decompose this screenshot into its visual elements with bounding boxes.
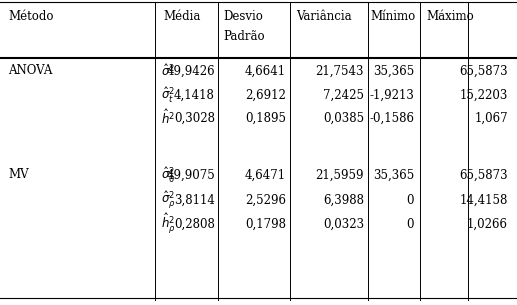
Text: Média: Média	[163, 10, 201, 23]
Text: 49,9426: 49,9426	[166, 64, 215, 77]
Text: 49,9075: 49,9075	[166, 168, 215, 181]
Text: Padrão: Padrão	[223, 30, 265, 43]
Text: 0,3028: 0,3028	[174, 112, 215, 124]
Text: 0,1895: 0,1895	[245, 112, 286, 124]
Text: 0: 0	[406, 217, 414, 231]
Text: 7,2425: 7,2425	[323, 88, 364, 102]
Text: 1,0266: 1,0266	[467, 217, 508, 231]
Text: Mínimo: Mínimo	[370, 10, 415, 23]
Text: 21,7543: 21,7543	[315, 64, 364, 77]
Text: $\hat{h}^2$: $\hat{h}^2$	[161, 109, 175, 127]
Text: -1,9213: -1,9213	[369, 88, 414, 102]
Text: $\hat{\sigma}_0^2$: $\hat{\sigma}_0^2$	[161, 165, 175, 185]
Text: 2,6912: 2,6912	[245, 88, 286, 102]
Text: $\hat{\sigma}_\rho^2$: $\hat{\sigma}_\rho^2$	[161, 189, 176, 211]
Text: Máximo: Máximo	[426, 10, 474, 23]
Text: 65,5873: 65,5873	[460, 64, 508, 77]
Text: 4,6641: 4,6641	[245, 64, 286, 77]
Text: 0: 0	[406, 193, 414, 206]
Text: Método: Método	[8, 10, 53, 23]
Text: $\hat{\sigma}^2$: $\hat{\sigma}^2$	[161, 63, 175, 79]
Text: 4,6471: 4,6471	[245, 168, 286, 181]
Text: ANOVA: ANOVA	[8, 64, 52, 77]
Text: 0,1798: 0,1798	[245, 217, 286, 231]
Text: Variância: Variância	[296, 10, 352, 23]
Text: 21,5959: 21,5959	[315, 168, 364, 181]
Text: 3,8114: 3,8114	[174, 193, 215, 206]
Text: 0,0385: 0,0385	[323, 112, 364, 124]
Text: 4,1418: 4,1418	[174, 88, 215, 102]
Text: 0,0323: 0,0323	[323, 217, 364, 231]
Text: 35,365: 35,365	[373, 168, 414, 181]
Text: $\hat{\sigma}_t^2$: $\hat{\sigma}_t^2$	[161, 85, 175, 105]
Text: 2,5296: 2,5296	[245, 193, 286, 206]
Text: 0,2808: 0,2808	[174, 217, 215, 231]
Text: 1,067: 1,067	[475, 112, 508, 124]
Text: Desvio: Desvio	[223, 10, 263, 23]
Text: 14,4158: 14,4158	[460, 193, 508, 206]
Text: 65,5873: 65,5873	[460, 168, 508, 181]
Text: $\hat{h}_\rho^2$: $\hat{h}_\rho^2$	[161, 212, 176, 236]
Text: 6,3988: 6,3988	[323, 193, 364, 206]
Text: 35,365: 35,365	[373, 64, 414, 77]
Text: MV: MV	[8, 168, 28, 181]
Text: -0,1586: -0,1586	[369, 112, 414, 124]
Text: 15,2203: 15,2203	[460, 88, 508, 102]
